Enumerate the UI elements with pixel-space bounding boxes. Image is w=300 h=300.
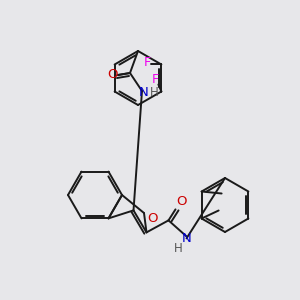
Text: O: O — [107, 68, 117, 82]
Text: N: N — [182, 232, 191, 245]
Text: H: H — [150, 85, 158, 98]
Text: F: F — [144, 56, 151, 69]
Text: H: H — [174, 242, 183, 255]
Text: O: O — [148, 212, 158, 226]
Text: O: O — [176, 195, 187, 208]
Text: N: N — [139, 85, 149, 98]
Text: F: F — [152, 73, 159, 86]
